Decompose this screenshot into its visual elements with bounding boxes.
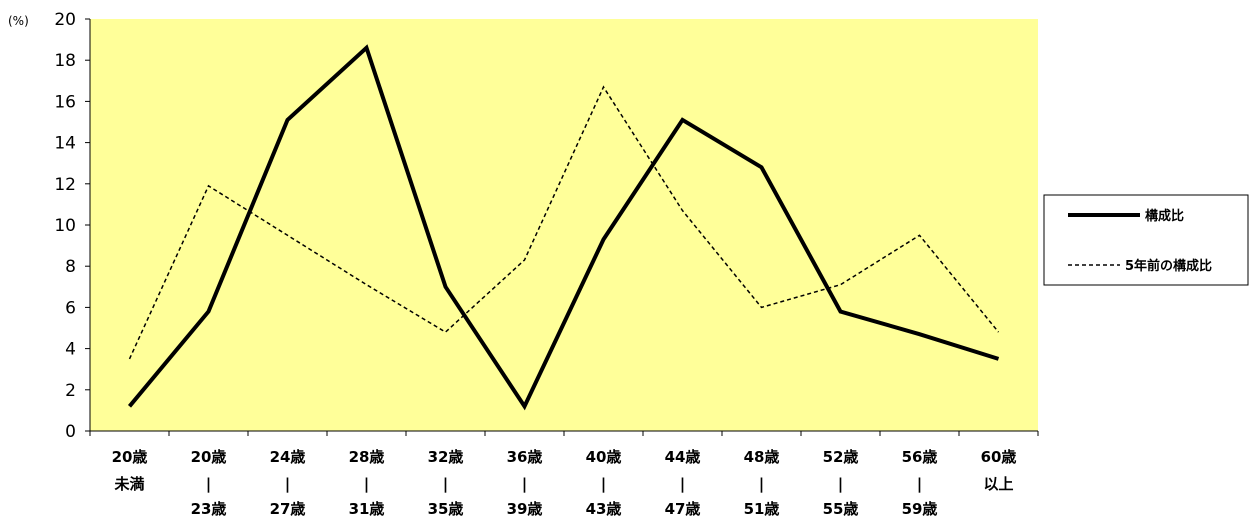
x-category-label-line: 55歳 <box>823 500 859 518</box>
x-category-label-line: 52歳 <box>823 448 859 466</box>
y-unit-label: (%) <box>8 14 29 28</box>
x-category-label: 48歳 | 51歳 <box>744 448 780 518</box>
y-tick-label: 12 <box>54 175 76 195</box>
x-category-label-line: 48歳 <box>744 448 780 466</box>
x-category-label-line: 60歳 <box>981 448 1017 466</box>
x-category-label: 24歳 | 27歳 <box>270 448 306 518</box>
y-tick-label: 4 <box>65 340 76 360</box>
x-category-label-line: 40歳 <box>586 448 622 466</box>
x-category-label-line: | <box>917 475 922 494</box>
y-tick-label: 18 <box>54 51 76 71</box>
legend-label-series-2: 5年前の構成比 <box>1125 258 1212 274</box>
y-tick-label: 16 <box>54 92 76 112</box>
x-category-label-line: | <box>206 475 211 494</box>
series-lines <box>127 44 1000 411</box>
x-category-label-line: 24歳 <box>270 448 306 466</box>
x-category-label-line: 59歳 <box>902 500 938 518</box>
x-category-label-line: | <box>364 475 369 494</box>
x-category-label-line: 27歳 <box>270 500 306 518</box>
x-category-label-line: 20歳 <box>112 448 148 466</box>
y-tick-label: 8 <box>65 257 76 277</box>
y-tick-label: 14 <box>54 134 76 154</box>
x-category-label-line: | <box>522 475 527 494</box>
x-category-label-line: | <box>759 475 764 494</box>
x-category-label: 20歳 | 23歳 <box>191 448 227 518</box>
x-category-label: 44歳 | 47歳 <box>665 448 701 518</box>
x-category-label-line: | <box>285 475 290 494</box>
y-tick-label: 0 <box>65 422 76 442</box>
x-category-label-line: 32歳 <box>428 448 464 466</box>
series-line-previous <box>128 85 1000 360</box>
legend: 構成比 5年前の構成比 <box>1043 194 1249 286</box>
x-category-label-line: | <box>443 475 448 494</box>
series-line-current <box>127 44 1000 411</box>
legend-box <box>1043 194 1249 286</box>
legend-label-series-1: 構成比 <box>1145 208 1184 224</box>
y-tick-label: 20 <box>54 10 76 30</box>
x-category-label-line: 未満 <box>113 475 144 493</box>
y-tick-label: 2 <box>65 381 76 401</box>
x-category-label-line: 31歳 <box>349 500 385 518</box>
plot-area <box>90 19 1038 431</box>
x-category-label-line: 39歳 <box>507 500 543 518</box>
x-category-label-line: | <box>680 475 685 494</box>
x-category-label-line: 以上 <box>983 475 1013 493</box>
y-tick-label: 6 <box>65 298 76 318</box>
x-category-label: 28歳 | 31歳 <box>349 448 385 518</box>
x-category-label-line: 28歳 <box>349 448 385 466</box>
x-category-label: 40歳 | 43歳 <box>586 448 622 518</box>
x-category-label-line: 47歳 <box>665 500 701 518</box>
x-category-label-line: 56歳 <box>902 448 938 466</box>
x-category-label-line: 36歳 <box>507 448 543 466</box>
x-category-label-line: | <box>838 475 843 494</box>
x-category-label-line: 20歳 <box>191 448 227 466</box>
x-category-label-line: 23歳 <box>191 500 227 518</box>
x-category-label: 56歳 | 59歳 <box>902 448 938 518</box>
y-tick-label: 10 <box>54 216 76 236</box>
y-axis-ticks: 0 2 4 6 8 10 12 14 16 18 20 <box>54 10 90 442</box>
x-axis-labels: 20歳未満20歳|23歳24歳|27歳28歳|31歳32歳|35歳36歳|39歳… <box>112 448 1017 518</box>
x-category-label: 36歳 | 39歳 <box>507 448 543 518</box>
x-category-label-line: 43歳 <box>586 500 622 518</box>
x-category-label-line: 35歳 <box>428 500 464 518</box>
x-category-label: 32歳 | 35歳 <box>428 448 464 518</box>
x-category-label-line: | <box>601 475 606 494</box>
x-category-label-line: 51歳 <box>744 500 780 518</box>
x-category-label: 52歳 | 55歳 <box>823 448 859 518</box>
x-axis-ticks <box>89 431 1039 436</box>
x-category-label-line: 44歳 <box>665 448 701 466</box>
